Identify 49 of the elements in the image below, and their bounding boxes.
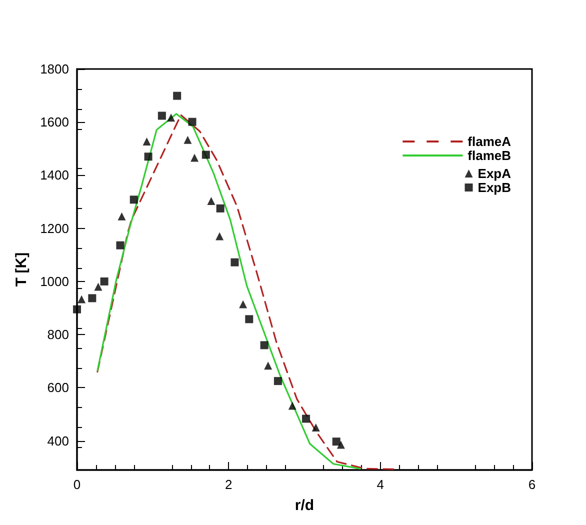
y-tick-label: 600 bbox=[47, 380, 69, 396]
point bbox=[142, 138, 151, 146]
point bbox=[100, 277, 108, 286]
point bbox=[274, 377, 282, 386]
point bbox=[288, 402, 296, 410]
point bbox=[245, 315, 254, 324]
point bbox=[118, 212, 126, 220]
point bbox=[184, 136, 192, 144]
x-tick-label: 0 bbox=[73, 477, 81, 492]
x-tick-label: 6 bbox=[528, 477, 536, 492]
point bbox=[116, 241, 124, 250]
point bbox=[144, 152, 152, 161]
point bbox=[88, 294, 96, 302]
point bbox=[202, 150, 210, 159]
x-tick-label: 4 bbox=[376, 477, 384, 492]
point bbox=[264, 362, 272, 370]
point bbox=[260, 341, 268, 350]
point bbox=[94, 282, 102, 291]
point bbox=[158, 112, 166, 120]
y-tick-label: 1600 bbox=[40, 114, 69, 130]
point bbox=[216, 232, 224, 240]
point bbox=[190, 154, 199, 162]
point bbox=[73, 305, 81, 314]
point bbox=[173, 92, 182, 100]
y-tick-label: 1000 bbox=[40, 274, 69, 289]
legend-label: flameB bbox=[468, 148, 512, 163]
y-axis-title: T [K] bbox=[13, 252, 30, 287]
point bbox=[336, 440, 345, 449]
point bbox=[216, 204, 224, 212]
point bbox=[302, 414, 310, 423]
point bbox=[332, 438, 340, 446]
x-axis-title: r/d bbox=[294, 497, 314, 514]
point bbox=[239, 300, 248, 308]
legend-label: flameA bbox=[468, 134, 512, 149]
y-tick-label: 1400 bbox=[40, 168, 69, 183]
y-tick-label: 1800 bbox=[40, 62, 69, 76]
point bbox=[207, 196, 216, 205]
x-tick-label: 2 bbox=[225, 477, 232, 492]
point bbox=[230, 258, 239, 266]
legend-label: ExpA bbox=[478, 166, 512, 181]
point bbox=[78, 295, 86, 304]
point bbox=[188, 118, 196, 126]
y-tick-label: 400 bbox=[47, 433, 69, 448]
legend-label: ExpB bbox=[478, 180, 512, 195]
y-tick-label: 1200 bbox=[40, 220, 69, 236]
point bbox=[130, 196, 138, 204]
point bbox=[167, 114, 176, 122]
point bbox=[312, 424, 320, 432]
y-tick-label: 800 bbox=[47, 327, 69, 342]
